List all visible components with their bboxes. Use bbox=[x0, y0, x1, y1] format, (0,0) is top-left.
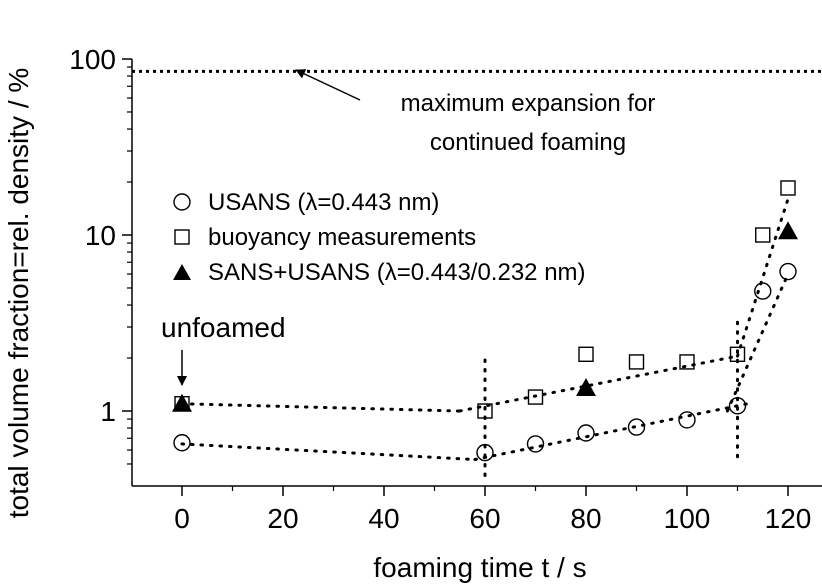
plot-frame bbox=[131, 59, 822, 487]
guide-line-2 bbox=[736, 197, 790, 358]
annotation-max-expansion: maximum expansion for continued foaming bbox=[295, 69, 656, 156]
annotation-max-expansion-line-1: maximum expansion for bbox=[401, 90, 656, 117]
legend-item-buoyancy: buoyancy measurements bbox=[174, 224, 476, 251]
legend-item-sans-usans: SANS+USANS (λ=0.443/0.232 nm) bbox=[173, 259, 586, 286]
usans-point bbox=[754, 282, 772, 300]
annotation-max-expansion-arrow bbox=[295, 69, 361, 101]
legend-label-buoyancy: buoyancy measurements bbox=[208, 224, 476, 251]
usans-point bbox=[728, 397, 747, 415]
usans-point bbox=[678, 411, 696, 429]
x-tick-label: 60 bbox=[469, 503, 500, 534]
data-markers bbox=[172, 180, 798, 462]
buoyancy-point bbox=[679, 354, 695, 370]
sans-usans-point bbox=[778, 221, 798, 240]
x-tick-label: 0 bbox=[174, 503, 190, 534]
buoyancy-point bbox=[729, 346, 746, 362]
y-axis-title: total volume fraction=rel. density / % bbox=[3, 68, 34, 519]
usans-point bbox=[476, 443, 494, 462]
annotation-unfoamed-label: unfoamed bbox=[161, 312, 286, 343]
legend-label-sans-usans: SANS+USANS (λ=0.443/0.232 nm) bbox=[208, 259, 586, 286]
legend-triangle-marker bbox=[173, 264, 191, 280]
buoyancy-point bbox=[578, 346, 594, 362]
buoyancy-point bbox=[755, 227, 771, 243]
guide-lines bbox=[180, 197, 790, 478]
x-tick-label: 40 bbox=[368, 503, 399, 534]
x-axis-title: foaming time t / s bbox=[373, 552, 586, 583]
guide-line-3 bbox=[180, 442, 477, 462]
usans-point bbox=[627, 418, 646, 436]
annotation-max-expansion-line-2: continued foaming bbox=[430, 129, 626, 156]
x-tick-label: 80 bbox=[570, 503, 601, 534]
usans-point bbox=[173, 434, 191, 452]
x-tick-label: 100 bbox=[664, 503, 711, 534]
legend-label-usans: USANS (λ=0.443 nm) bbox=[208, 189, 439, 216]
buoyancy-point bbox=[527, 389, 544, 405]
guide-line-0 bbox=[180, 402, 462, 413]
legend-square-marker bbox=[174, 229, 190, 245]
x-tick-label: 120 bbox=[765, 503, 812, 534]
x-tick-label: 20 bbox=[267, 503, 298, 534]
buoyancy-point bbox=[780, 180, 796, 196]
usans-point bbox=[526, 435, 545, 453]
usans-point bbox=[577, 424, 595, 442]
guide-line-1 bbox=[458, 354, 739, 413]
y-tick-label: 100 bbox=[69, 44, 116, 75]
legend-circle-marker bbox=[173, 193, 191, 211]
guide-line-5 bbox=[725, 272, 790, 413]
annotation-unfoamed: unfoamed bbox=[161, 312, 286, 386]
legend-item-usans: USANS (λ=0.443 nm) bbox=[173, 189, 439, 216]
legend: USANS (λ=0.443 nm) buoyancy measurements… bbox=[173, 189, 586, 286]
buoyancy-point bbox=[477, 403, 493, 419]
sans-usans-point bbox=[576, 378, 596, 397]
y-tick-label: 10 bbox=[85, 220, 116, 251]
buoyancy-point bbox=[628, 354, 645, 370]
usans-point bbox=[779, 262, 797, 281]
guide-line-4 bbox=[473, 402, 750, 462]
y-tick-label: 1 bbox=[100, 396, 116, 427]
sans-usans-point bbox=[172, 393, 192, 412]
y-ticks: 1 10 100 bbox=[69, 44, 132, 465]
x-ticks: 0 20 40 60 80 100 120 bbox=[174, 486, 811, 534]
